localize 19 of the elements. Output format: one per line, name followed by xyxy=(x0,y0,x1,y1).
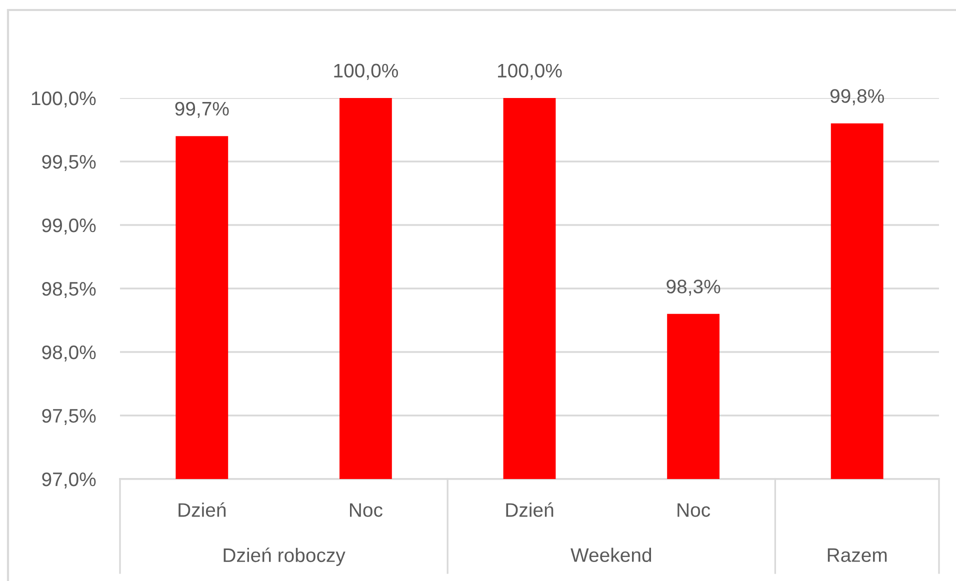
data-label: 99,8% xyxy=(830,89,884,106)
y-tick-label: 97,5% xyxy=(42,408,96,426)
data-label: 99,7% xyxy=(175,102,229,118)
text: Razem xyxy=(828,548,887,562)
x-tick-label: Dzień xyxy=(178,502,226,517)
y-tick-label: 99,0% xyxy=(42,218,96,235)
x-tick-label: Dzień xyxy=(506,502,554,517)
x-tick-label: Noc xyxy=(350,503,382,517)
data-label: 98,3% xyxy=(666,280,720,296)
y-tick-label: 98,0% xyxy=(42,345,96,362)
text: Dzień roboczy xyxy=(224,548,346,566)
data-label: 100,0% xyxy=(334,64,398,80)
y-tick-label: 99,5% xyxy=(42,154,96,172)
x-tick-label: Noc xyxy=(678,503,710,517)
text: Weekend xyxy=(570,548,652,562)
y-tick-label: 98,5% xyxy=(42,282,96,298)
data-label: 100,0% xyxy=(498,64,562,80)
y-tick-label: 100,0% xyxy=(32,91,96,108)
y-tick-label: 97,0% xyxy=(42,472,96,489)
